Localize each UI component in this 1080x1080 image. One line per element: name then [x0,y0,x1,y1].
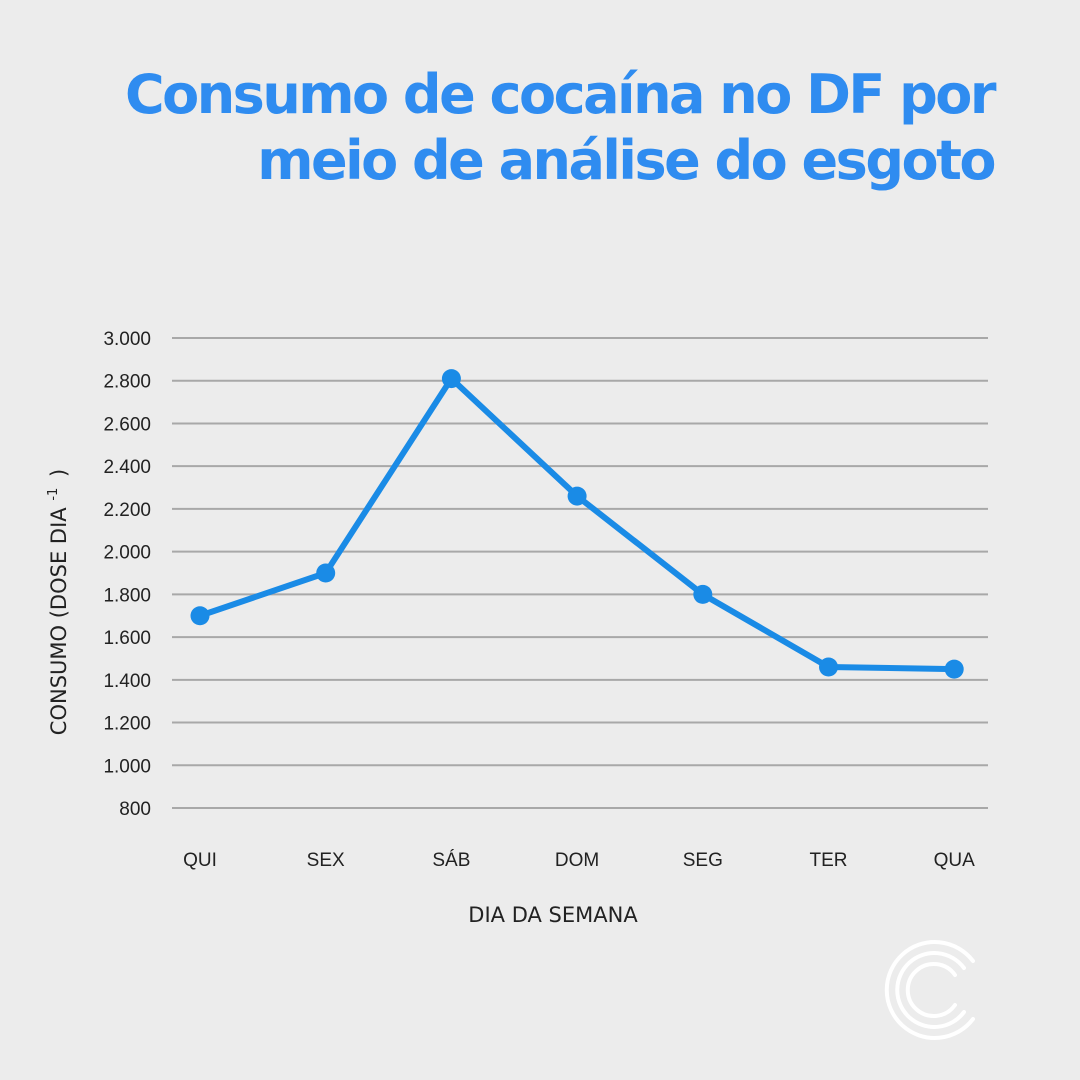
y-tick-label: 2.400 [103,457,151,478]
y-axis-title-superscript: -1 [46,488,61,501]
y-tick-label: 2.000 [103,543,151,564]
y-axis-title-main: CONSUMO (DOSE DIA [47,507,71,735]
x-tick-label: QUI [183,850,217,871]
data-series [190,369,964,679]
data-point [819,657,838,677]
y-tick-label: 3.000 [103,329,151,350]
y-axis-title-close: ) [47,469,71,477]
x-tick-label: SÁB [432,850,470,871]
c-rings-logo-icon [884,940,975,1040]
x-axis-title: DIA DA SEMANA [468,903,638,927]
chart-title-line-2: meio de análise do esgoto [257,129,996,192]
y-tick-label: 800 [119,799,151,820]
data-point [944,659,964,679]
x-tick-label: SEX [307,850,345,871]
data-point [316,563,336,583]
y-tick-label: 1.200 [103,714,151,735]
chart-title-line-1: Consumo de cocaína no DF por [125,63,997,126]
y-tick-labels: 800 1.000 1.200 1.400 1.600 1.800 2.000 2.200 2.… [103,329,151,820]
data-point [567,486,587,506]
x-tick-label: QUA [934,850,976,871]
y-tick-label: 1.800 [103,585,151,606]
y-tick-label: 2.600 [103,414,151,435]
y-tick-label: 1.600 [103,628,151,649]
y-tick-label: 1.000 [103,756,151,777]
y-axis-title: CONSUMO (DOSE DIA -1 ) [38,469,71,735]
x-tick-labels: QUI SEX SÁB DOM SEG TER QUA [183,850,975,871]
data-point [441,369,461,389]
x-tick-label: TER [810,850,848,871]
y-gridlines [172,337,988,809]
x-tick-label: SEG [683,850,723,871]
data-point [190,606,210,626]
data-point [693,584,713,604]
y-tick-label: 2.800 [103,372,151,393]
y-tick-label: 1.400 [103,671,151,692]
x-tick-label: DOM [555,850,599,871]
series-line [197,375,958,673]
y-tick-label: 2.200 [103,500,151,521]
chart-title: Consumo de cocaína no DF por meio de aná… [94,62,997,194]
